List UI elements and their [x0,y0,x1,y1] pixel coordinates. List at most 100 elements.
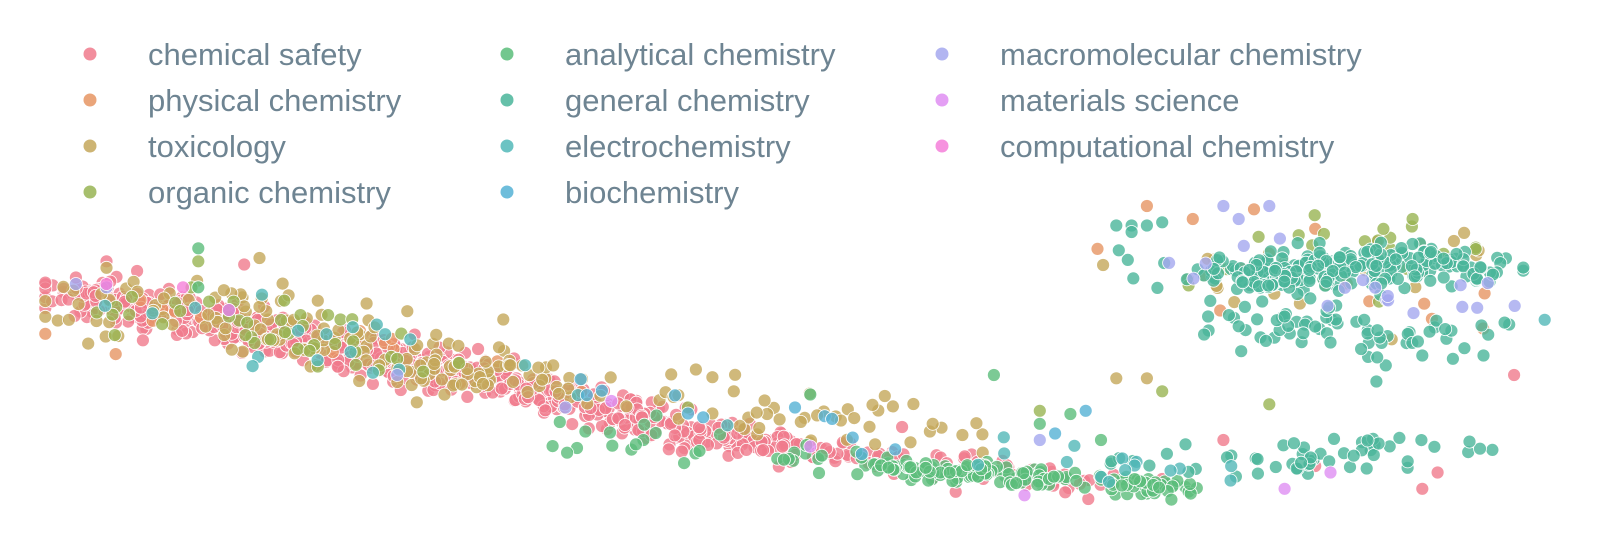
data-point [1294,455,1308,470]
legend-label: computational chemistry [1000,129,1335,164]
data-point [1407,269,1422,284]
legend-item[interactable]: electrochemistry [500,129,792,164]
data-point [578,424,593,439]
data-point [38,294,53,309]
data-point [240,315,255,330]
data-point [1160,446,1174,461]
data-point [359,296,374,311]
data-point [429,327,444,342]
data-point [478,354,493,369]
data-point [1497,315,1512,330]
data-point [1537,312,1552,327]
data-point [1058,485,1073,500]
data-point [1094,433,1108,447]
data-point [520,385,535,399]
data-point [1155,215,1170,230]
data-point [987,368,1001,382]
legend-label: electrochemistry [565,129,791,164]
data-point [1462,434,1477,449]
data-point [98,298,112,313]
data-point [637,417,652,432]
legend-item[interactable]: materials science [935,83,1240,118]
data-point [1152,480,1166,495]
data-point [1423,273,1438,288]
data-point [1162,255,1176,270]
data-point [1323,465,1338,480]
legend-marker [500,139,514,153]
data-point [918,460,933,475]
data-point [1327,431,1341,446]
legend-label: materials science [1000,83,1239,118]
data-point [1017,488,1032,503]
data-point [434,372,449,387]
data-point [1332,250,1347,265]
legend-item[interactable]: toxicology [83,129,287,164]
data-point [545,439,560,454]
legend-marker [83,47,97,61]
data-point [551,386,566,401]
data-point [925,416,940,431]
data-point [560,445,574,460]
data-point [1197,327,1211,342]
data-point [728,367,742,382]
legend-item[interactable]: biochemistry [500,175,740,210]
data-point [1453,278,1468,293]
data-point [845,430,860,445]
data-point [1261,278,1276,293]
data-point [108,347,123,362]
data-point [263,332,278,347]
data-point [675,444,689,459]
legend-item[interactable]: organic chemistry [83,175,392,210]
data-point [107,328,122,343]
legend-item[interactable]: analytical chemistry [500,37,836,72]
legend-item[interactable]: chemical safety [83,37,363,72]
data-point [996,430,1011,445]
data-point [573,372,588,387]
data-point [321,308,336,323]
data-point [218,321,233,336]
data-point [739,442,754,457]
data-point [352,374,367,388]
data-point [850,467,865,482]
data-point [692,443,707,458]
data-point [1124,225,1139,239]
data-point [1380,289,1395,303]
data-point [173,304,188,318]
data-point [247,336,262,350]
data-point [1429,313,1444,328]
data-point [546,358,561,373]
legend-item[interactable]: general chemistry [500,83,811,118]
legend-label: chemical safety [148,37,362,72]
data-point [198,319,213,334]
data-point [603,370,618,385]
data-point [245,359,260,374]
data-point [135,333,150,348]
data-point [1456,259,1471,274]
data-point [492,340,506,355]
data-point [756,443,770,458]
data-point [1357,312,1372,327]
data-point [188,300,203,315]
data-point [1447,234,1461,248]
data-point [1277,309,1292,324]
data-point [629,437,643,452]
legend-item[interactable]: macromolecular chemistry [935,37,1363,72]
data-point [1263,244,1278,259]
data-point [310,293,325,308]
data-point [38,309,53,324]
legend-label: macromolecular chemistry [1000,37,1362,72]
data-point [881,460,896,475]
data-point [252,299,267,314]
data-point [1102,474,1116,489]
data-point [1262,397,1277,412]
data-point [191,280,206,295]
legend-item[interactable]: computational chemistry [935,129,1335,164]
data-point [705,370,720,385]
data-point [1392,430,1407,445]
data-point [1048,426,1062,441]
data-point [175,323,190,338]
data-point [202,294,217,309]
legend-item[interactable]: physical chemistry [83,83,402,118]
data-point [1067,438,1082,453]
